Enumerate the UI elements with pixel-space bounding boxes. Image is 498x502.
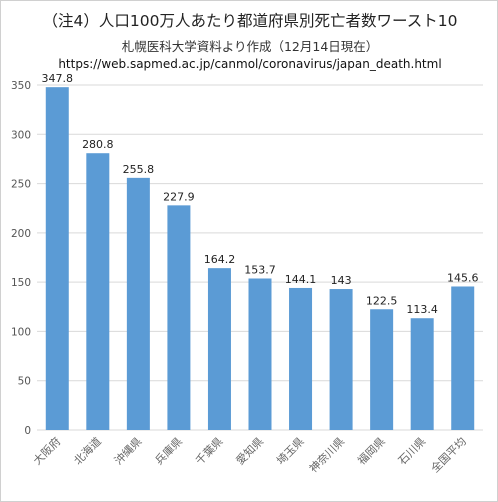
x-tick-label: 沖縄県 (111, 434, 144, 467)
y-axis-ticks: 0 50 100 150 200 250 300 350 (11, 80, 31, 437)
y-tick-label: 200 (11, 228, 31, 240)
x-tick-label: 兵庫県 (152, 434, 185, 467)
x-tick-label: 愛知県 (233, 434, 266, 467)
x-axis-categories: 大阪府 北海道 沖縄県 兵庫県 千葉県 愛知県 埼玉県 神奈川県 福岡県 石川県 全国平均 (30, 434, 469, 475)
x-tick-label: 大阪府 (30, 434, 63, 467)
data-label: 113.4 (406, 303, 438, 316)
bar (207, 268, 231, 430)
data-label: 347.8 (42, 72, 74, 85)
data-label: 164.2 (204, 253, 236, 266)
bars (45, 87, 475, 430)
source-url: https://web.sapmed.ac.jp/canmol/coronavi… (58, 57, 442, 71)
x-tick-label: 千葉県 (192, 434, 225, 467)
y-tick-label: 250 (11, 179, 31, 191)
y-tick-label: 350 (11, 80, 31, 92)
y-tick-label: 50 (18, 376, 31, 388)
bar (45, 87, 69, 430)
data-label: 144.1 (285, 273, 317, 286)
bar (86, 153, 110, 430)
x-tick-label: 福岡県 (355, 434, 388, 467)
bar (329, 289, 353, 430)
bar (410, 318, 434, 430)
x-tick-label: 北海道 (71, 434, 104, 467)
x-tick-label: 埼玉県 (273, 434, 306, 467)
bar (248, 278, 272, 430)
y-tick-label: 300 (11, 129, 31, 141)
y-tick-label: 100 (11, 326, 31, 338)
bar (370, 309, 394, 430)
bar (451, 286, 475, 430)
bar (289, 287, 313, 430)
data-label: 122.5 (366, 294, 398, 307)
data-label: 145.6 (447, 271, 479, 284)
x-tick-label: 神奈川県 (306, 434, 347, 475)
x-tick-label: 全国平均 (428, 434, 469, 475)
data-label: 143 (331, 274, 352, 287)
bar (167, 205, 191, 430)
data-label: 227.9 (163, 190, 195, 203)
bar (126, 177, 150, 430)
chart-subtitle: 札幌医科大学資料より作成（12月14日現在） (121, 39, 379, 54)
data-label: 280.8 (82, 138, 114, 151)
data-label: 255.8 (123, 163, 155, 176)
y-tick-label: 150 (11, 277, 31, 289)
data-label: 153.7 (244, 263, 276, 276)
y-tick-label: 0 (24, 425, 31, 437)
chart-title: （注4）人口100万人あたり都道府県別死亡者数ワースト10 (42, 12, 458, 30)
x-tick-label: 石川県 (396, 435, 429, 468)
data-labels: 347.8 280.8 255.8 227.9 164.2 153.7 144.1 143 12… (42, 72, 479, 316)
